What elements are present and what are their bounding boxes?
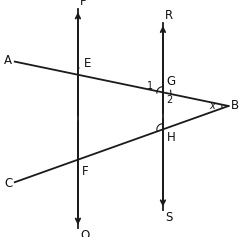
Text: H: H — [166, 131, 175, 144]
Text: C: C — [4, 177, 12, 190]
Text: A: A — [4, 54, 12, 67]
Text: 1: 1 — [146, 81, 152, 91]
Text: F: F — [81, 165, 88, 178]
Text: x: x — [209, 101, 214, 111]
Text: E: E — [84, 57, 91, 70]
Text: S: S — [165, 211, 172, 224]
Text: B: B — [230, 100, 238, 113]
Text: Q: Q — [80, 229, 89, 237]
Text: R: R — [165, 9, 173, 22]
Text: G: G — [166, 75, 175, 88]
Text: P: P — [80, 0, 87, 8]
Text: 2: 2 — [165, 95, 171, 105]
